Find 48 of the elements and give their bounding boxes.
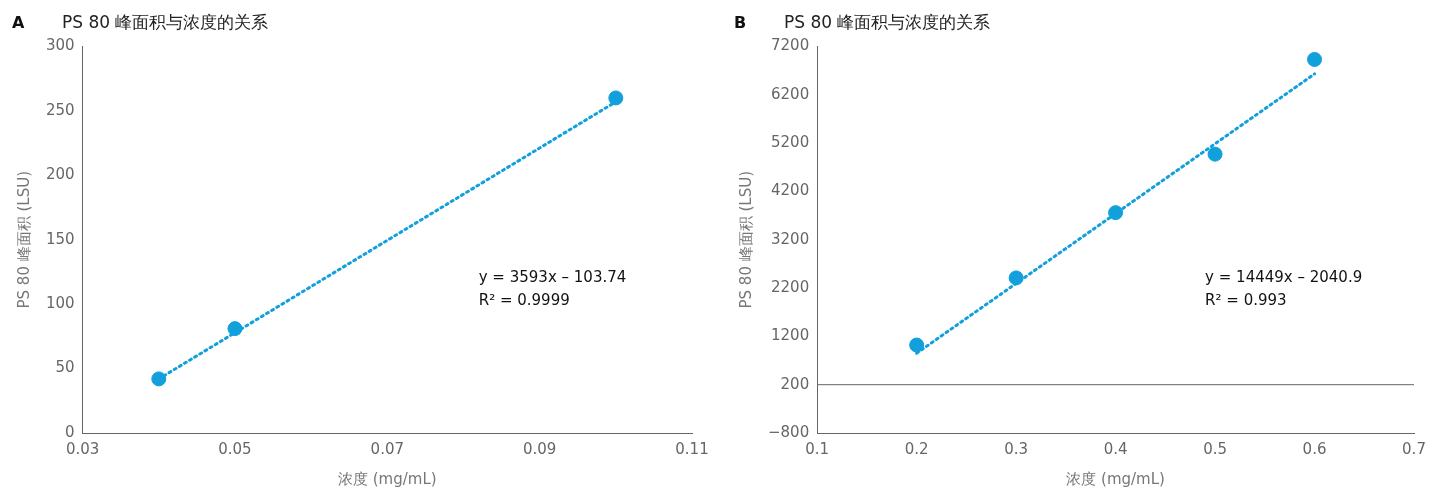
x-tick-label: 0.09 — [522, 439, 557, 458]
x-tick-label: 0.6 — [1302, 439, 1327, 458]
x-tick-label: 0.4 — [1103, 439, 1128, 458]
annotation: R² = 0.9999 — [478, 291, 570, 310]
point — [608, 90, 624, 106]
x-tick-label: 0.05 — [218, 439, 252, 458]
x-tick-label: 0.7 — [1402, 439, 1426, 458]
point — [227, 321, 243, 337]
point — [909, 337, 925, 353]
y-tick-label: 200 — [45, 165, 75, 184]
y-tick-label: 100 — [45, 294, 75, 313]
y-tick-label: 5200 — [771, 132, 810, 151]
x-tick-label: 0.03 — [65, 439, 100, 458]
y-axis-title: PS 80 峰面积 (LSU) — [14, 170, 33, 309]
x-tick-label: 0.2 — [904, 439, 929, 458]
annotation: R² = 0.993 — [1205, 291, 1287, 310]
y-tick-label: 7200 — [771, 36, 810, 55]
text: A — [12, 13, 25, 33]
point — [151, 371, 167, 387]
point — [1207, 146, 1223, 162]
y-tick-label: 1200 — [771, 326, 810, 345]
y-tick-label: −800 — [768, 422, 810, 441]
annotation: y = 14449x – 2040.9 — [1205, 268, 1363, 287]
y-tick-label: 3200 — [771, 229, 810, 248]
y-tick-label: 2200 — [771, 277, 810, 296]
x-axis-title: 浓度 (mg/mL) — [1066, 469, 1165, 488]
y-tick-label: 50 — [55, 358, 75, 377]
chart-title: PS 80 峰面积与浓度的关系 — [784, 12, 991, 33]
y-tick-label: 200 — [780, 374, 810, 393]
point — [1108, 205, 1124, 221]
y-tick-label: 300 — [45, 36, 75, 55]
x-axis-title: 浓度 (mg/mL) — [337, 469, 437, 488]
x-tick-label: 0.11 — [675, 439, 709, 458]
annotation: y = 3593x – 103.74 — [478, 268, 627, 287]
x-tick-label: 0.1 — [805, 439, 830, 458]
y-axis-title: PS 80 峰面积 (LSU) — [736, 170, 755, 309]
point — [1008, 270, 1024, 286]
x-tick-label: 0.3 — [1004, 439, 1029, 458]
x-tick-label: 0.07 — [370, 439, 405, 458]
y-tick-label: 150 — [45, 229, 75, 248]
text: B — [734, 13, 747, 33]
y-tick-label: 4200 — [771, 181, 810, 200]
point — [1307, 51, 1323, 67]
x-tick-label: 0.5 — [1203, 439, 1227, 458]
chart-title: PS 80 峰面积与浓度的关系 — [62, 12, 269, 33]
y-tick-label: 6200 — [771, 84, 810, 103]
y-tick-label: 250 — [45, 100, 75, 119]
y-tick-label: 0 — [65, 422, 75, 441]
